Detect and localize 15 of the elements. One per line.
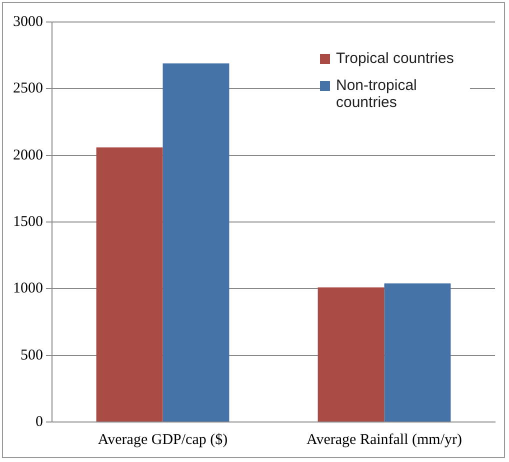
bar	[162, 63, 230, 422]
y-tick-label: 2500	[13, 80, 43, 97]
y-tick-label: 0	[36, 414, 43, 430]
legend-label: Tropical countries	[336, 50, 454, 67]
y-tick-label: 3000	[13, 14, 43, 30]
bar	[96, 147, 163, 422]
bar	[384, 283, 451, 422]
bar	[318, 287, 384, 422]
legend-label: Non-tropical countries	[336, 77, 418, 111]
x-tick-label: Average Rainfall (mm/yr)	[306, 432, 462, 448]
y-tick-label: 1500	[13, 214, 43, 230]
y-tick-label: 2000	[13, 147, 43, 164]
x-tick-label: Average GDP/cap ($)	[98, 432, 228, 448]
y-tick-label: 1000	[13, 280, 43, 297]
y-tick-label: 500	[20, 347, 43, 364]
